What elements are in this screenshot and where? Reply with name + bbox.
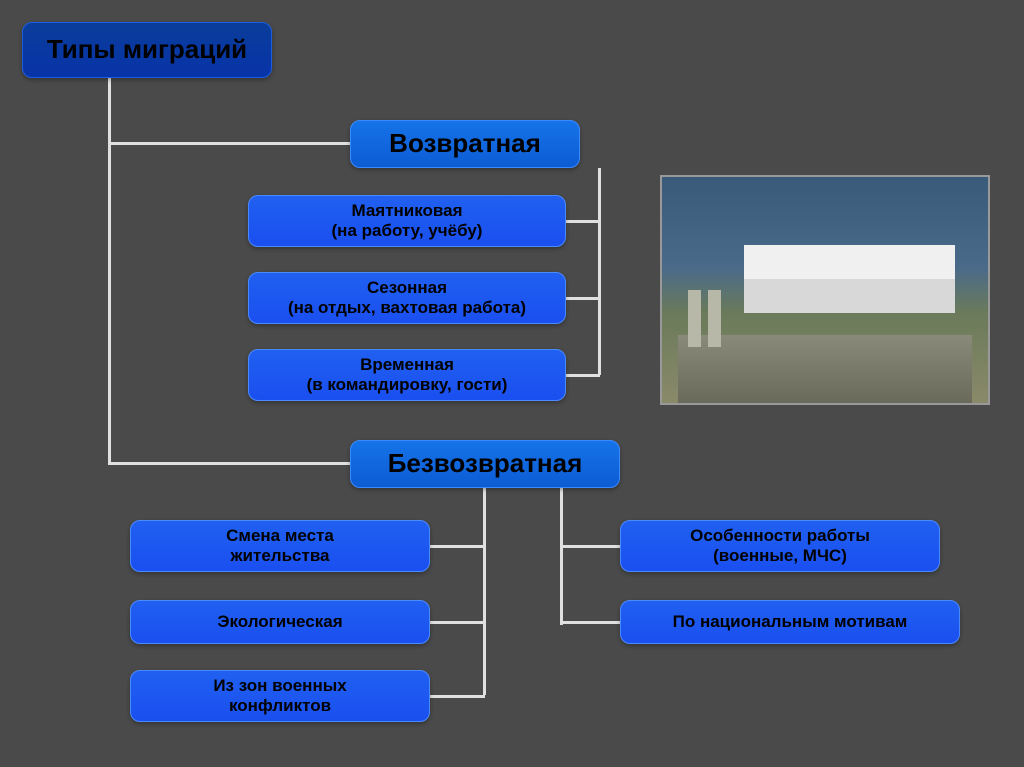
connector-vline: [560, 488, 563, 625]
ret-item-1: Сезонная (на отдых, вахтовая работа): [248, 272, 566, 324]
nonret-left-0: Смена места жительства: [130, 520, 430, 572]
ret-item-1-line2: (на отдых, вахтовая работа): [288, 298, 526, 318]
ret-item-2-line1: Временная: [360, 355, 454, 375]
ret-item-0-line2: (на работу, учёбу): [332, 221, 483, 241]
connector-hline: [430, 621, 485, 624]
connector-hline: [430, 545, 485, 548]
ret-item-0-line1: Маятниковая: [351, 201, 462, 221]
title-text: Типы миграций: [47, 34, 247, 65]
nonret-right-1-line1: По национальным мотивам: [673, 612, 908, 632]
photo-pillar-1: [688, 290, 701, 347]
connector-hline: [560, 545, 620, 548]
nonret-left-0-line1: Смена места: [226, 526, 334, 546]
nonret-right-0-line1: Особенности работы: [690, 526, 870, 546]
category-nonreturnable-label: Безвозвратная: [388, 448, 583, 479]
category-returnable-label: Возвратная: [389, 128, 541, 159]
nonret-right-0-line2: (военные, МЧС): [713, 546, 847, 566]
connector-hline: [430, 695, 485, 698]
nonret-left-2: Из зон военных конфликтов: [130, 670, 430, 722]
ret-item-2: Временная (в командировку, гости): [248, 349, 566, 401]
nonret-left-1: Экологическая: [130, 600, 430, 644]
connector-hline: [566, 297, 600, 300]
connector-hline: [566, 374, 600, 377]
photo-ship-hull: [744, 245, 956, 313]
photo-pillar-2: [708, 290, 721, 347]
nonret-left-1-line1: Экологическая: [217, 612, 342, 632]
nonret-left-2-line2: конфликтов: [229, 696, 331, 716]
photo-building: [678, 335, 971, 403]
ret-item-0: Маятниковая (на работу, учёбу): [248, 195, 566, 247]
connector-hline: [560, 621, 620, 624]
nonret-right-1: По национальным мотивам: [620, 600, 960, 644]
connector-hline: [108, 142, 350, 145]
connector-vline: [483, 488, 486, 695]
category-returnable: Возвратная: [350, 120, 580, 168]
nonret-right-0: Особенности работы (военные, МЧС): [620, 520, 940, 572]
photo-ship: [660, 175, 990, 405]
connector-vline: [108, 78, 111, 464]
ret-item-2-line2: (в командировку, гости): [307, 375, 508, 395]
ret-item-1-line1: Сезонная: [367, 278, 447, 298]
connector-vline: [598, 168, 601, 375]
category-nonreturnable: Безвозвратная: [350, 440, 620, 488]
nonret-left-0-line2: жительства: [231, 546, 330, 566]
title-box: Типы миграций: [22, 22, 272, 78]
connector-hline: [566, 220, 600, 223]
connector-hline: [108, 462, 350, 465]
nonret-left-2-line1: Из зон военных: [213, 676, 346, 696]
